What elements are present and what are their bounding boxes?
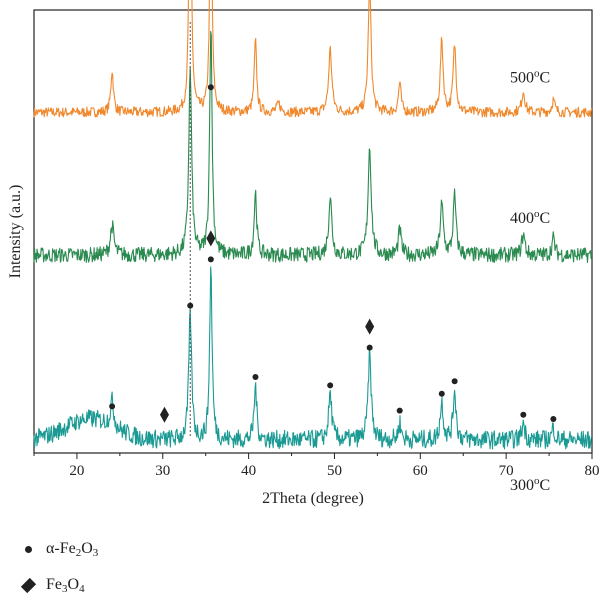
- diamond-marker-12: [206, 230, 216, 247]
- series-line-1: [33, 30, 593, 264]
- dot-marker-0: [207, 84, 214, 91]
- dot-marker-5: [327, 382, 334, 389]
- dot-marker-6: [366, 344, 373, 351]
- legend: α-Fe2O3 Fe3O4: [10, 530, 310, 608]
- legend-label-alpha-fe2o3: α-Fe2O3: [46, 539, 99, 559]
- x-tick-label-30: 30: [155, 463, 170, 479]
- diamond-marker-icon: [20, 577, 36, 593]
- dot-marker-10: [520, 411, 527, 418]
- diamond-marker-13: [159, 406, 169, 423]
- dot-marker-4: [252, 374, 259, 380]
- x-tick-label-80: 80: [585, 463, 600, 479]
- x-tick-label-40: 40: [241, 463, 256, 479]
- xrd-chart: 20 30 40 50 60 70 80 2Theta (degree) Intensity (…: [7, 0, 600, 507]
- x-tick-label-60: 60: [413, 463, 428, 479]
- dot-marker-11: [550, 416, 557, 422]
- x-axis-title: 2Theta (degree): [262, 490, 364, 507]
- series-line-0: [33, 0, 593, 118]
- x-tick-label-20: 20: [69, 463, 84, 479]
- dot-marker-7: [396, 407, 403, 414]
- dot-marker-1: [109, 403, 116, 410]
- dot-marker-2: [187, 302, 194, 309]
- diamond-marker-14: [365, 318, 375, 335]
- series-label-2: 300oC: [510, 475, 550, 494]
- legend-item-alpha-fe2o3: α-Fe2O3: [10, 536, 98, 562]
- legend-item-fe3o4: Fe3O4: [10, 572, 85, 598]
- legend-label-fe3o4: Fe3O4: [46, 575, 85, 595]
- x-tick-label-70: 70: [499, 463, 514, 479]
- series-label-0: 500oC: [510, 67, 550, 86]
- plot-frame: [33, 9, 593, 454]
- y-axis-title: Intensity (a.u.): [7, 185, 24, 279]
- series-line-2: [33, 266, 593, 450]
- dot-marker-3: [207, 256, 214, 263]
- dot-marker-icon: [24, 545, 32, 553]
- x-tick-label-50: 50: [327, 463, 342, 479]
- dot-marker-8: [438, 390, 445, 397]
- dot-marker-9: [451, 378, 458, 385]
- series-label-1: 400oC: [510, 208, 550, 227]
